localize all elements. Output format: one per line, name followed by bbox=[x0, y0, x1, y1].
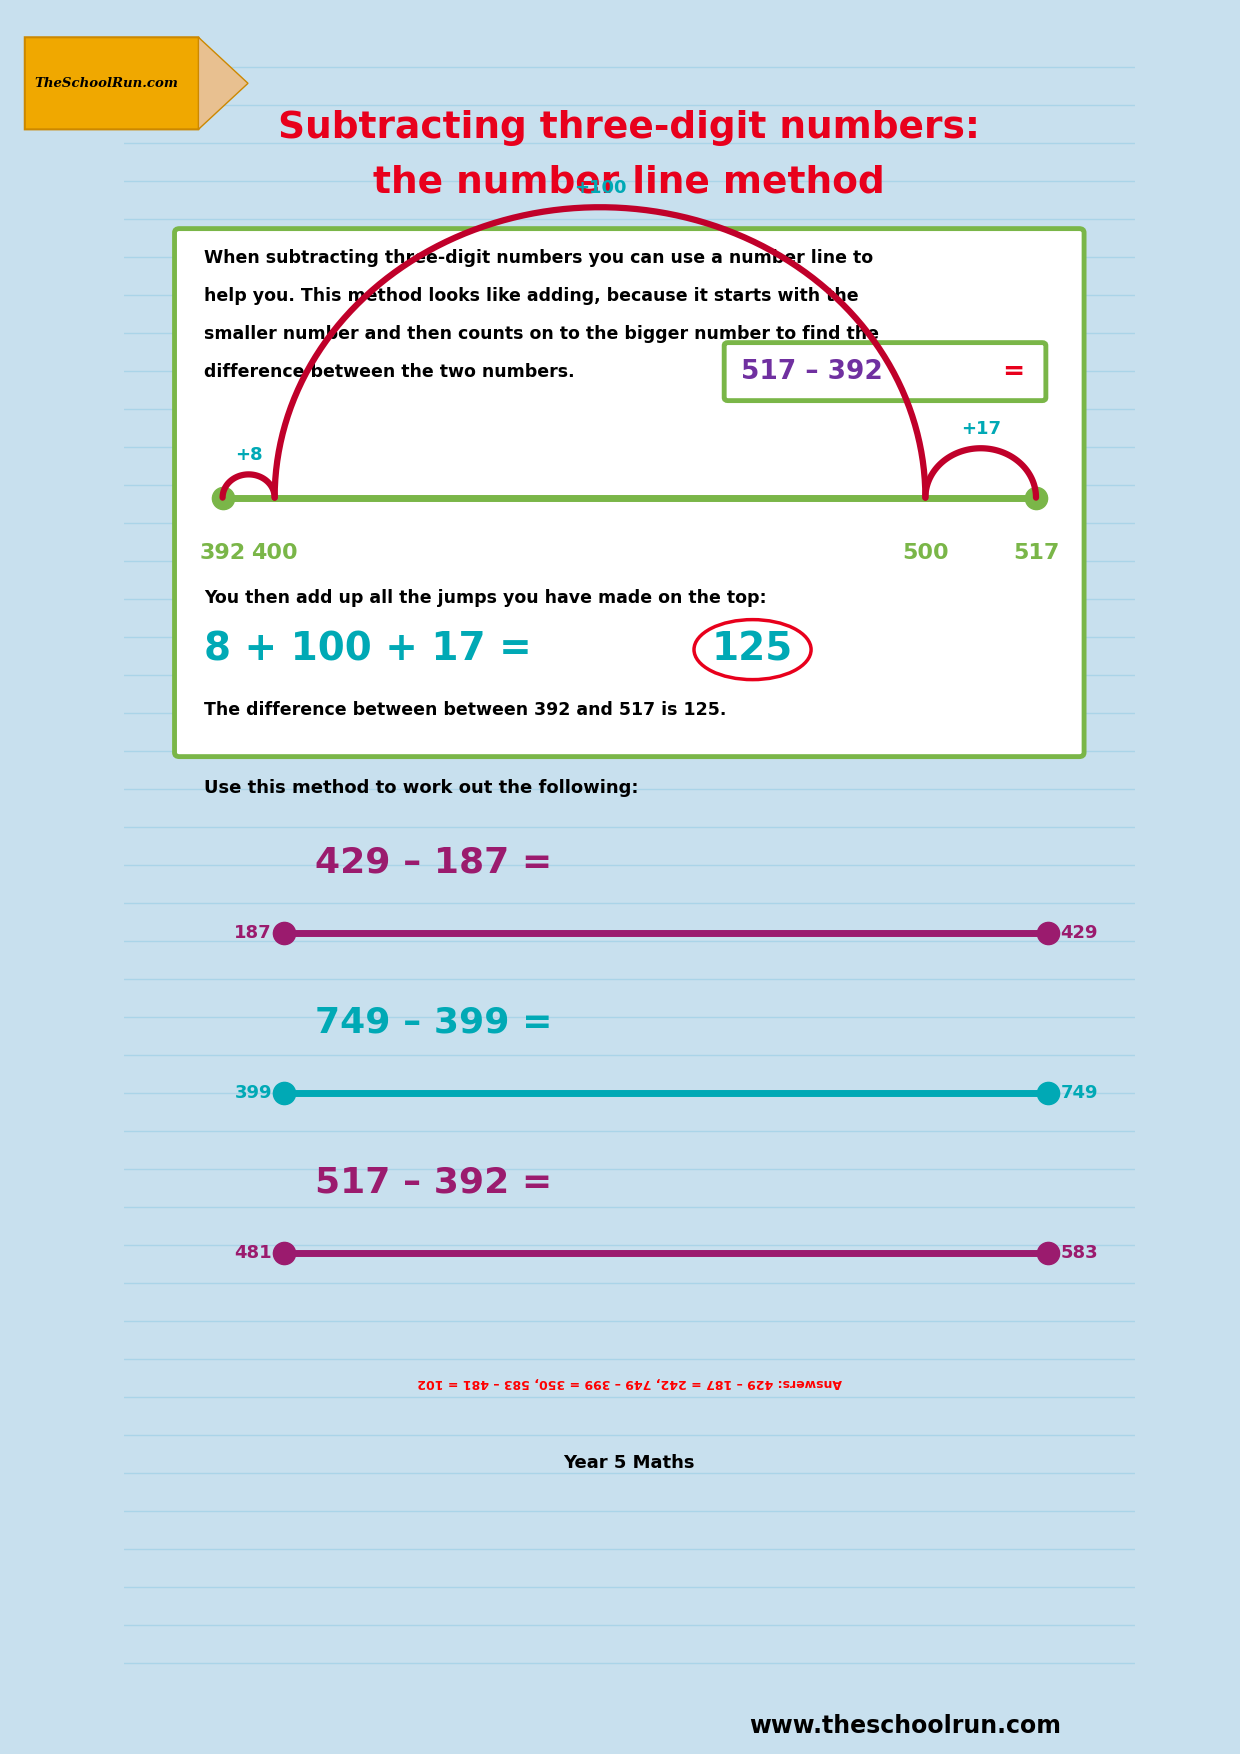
Text: 187: 187 bbox=[234, 924, 272, 942]
Text: Subtracting three-digit numbers:: Subtracting three-digit numbers: bbox=[278, 109, 981, 146]
Text: TheSchoolRun.com: TheSchoolRun.com bbox=[35, 77, 179, 89]
Text: +17: +17 bbox=[961, 421, 1001, 438]
Text: 429: 429 bbox=[1060, 924, 1099, 942]
Text: +8: +8 bbox=[234, 446, 263, 465]
Text: 517: 517 bbox=[1013, 542, 1059, 563]
Text: Year 5 Maths: Year 5 Maths bbox=[563, 1454, 696, 1472]
Text: help you. This method looks like adding, because it starts with the: help you. This method looks like adding,… bbox=[205, 286, 859, 305]
Text: Use this method to work out the following:: Use this method to work out the followin… bbox=[205, 779, 639, 796]
Text: You then add up all the jumps you have made on the top:: You then add up all the jumps you have m… bbox=[205, 589, 766, 607]
Text: +100: +100 bbox=[574, 179, 626, 196]
Text: www.theschoolrun.com: www.theschoolrun.com bbox=[749, 1714, 1061, 1738]
Text: 749 – 399 =: 749 – 399 = bbox=[315, 1005, 553, 1040]
Text: 8 + 100 + 17 =: 8 + 100 + 17 = bbox=[205, 631, 532, 668]
Text: 749: 749 bbox=[1060, 1084, 1099, 1102]
FancyBboxPatch shape bbox=[724, 342, 1045, 400]
Text: 500: 500 bbox=[901, 542, 949, 563]
Text: =: = bbox=[994, 358, 1025, 384]
Text: 392: 392 bbox=[200, 542, 246, 563]
Text: When subtracting three-digit numbers you can use a number line to: When subtracting three-digit numbers you… bbox=[205, 249, 873, 267]
Polygon shape bbox=[25, 37, 223, 130]
Text: the number line method: the number line method bbox=[373, 165, 885, 200]
Text: The difference between between 392 and 517 is 125.: The difference between between 392 and 5… bbox=[205, 700, 727, 719]
Text: 399: 399 bbox=[234, 1084, 272, 1102]
Text: Answers: 429 – 187 = 242, 749 – 399 = 350, 583 – 481 = 102: Answers: 429 – 187 = 242, 749 – 399 = 35… bbox=[417, 1377, 842, 1389]
Polygon shape bbox=[198, 37, 248, 130]
Text: 400: 400 bbox=[252, 542, 298, 563]
FancyBboxPatch shape bbox=[175, 228, 1084, 756]
Text: smaller number and then counts on to the bigger number to find the: smaller number and then counts on to the… bbox=[205, 324, 879, 342]
Text: 125: 125 bbox=[712, 631, 794, 668]
Text: 517 – 392: 517 – 392 bbox=[742, 358, 883, 384]
Text: 517 – 392 =: 517 – 392 = bbox=[315, 1166, 552, 1200]
Text: 429 – 187 =: 429 – 187 = bbox=[315, 845, 552, 879]
Text: difference between the two numbers.: difference between the two numbers. bbox=[205, 363, 574, 381]
Text: 583: 583 bbox=[1060, 1244, 1099, 1261]
Text: 481: 481 bbox=[234, 1244, 272, 1261]
